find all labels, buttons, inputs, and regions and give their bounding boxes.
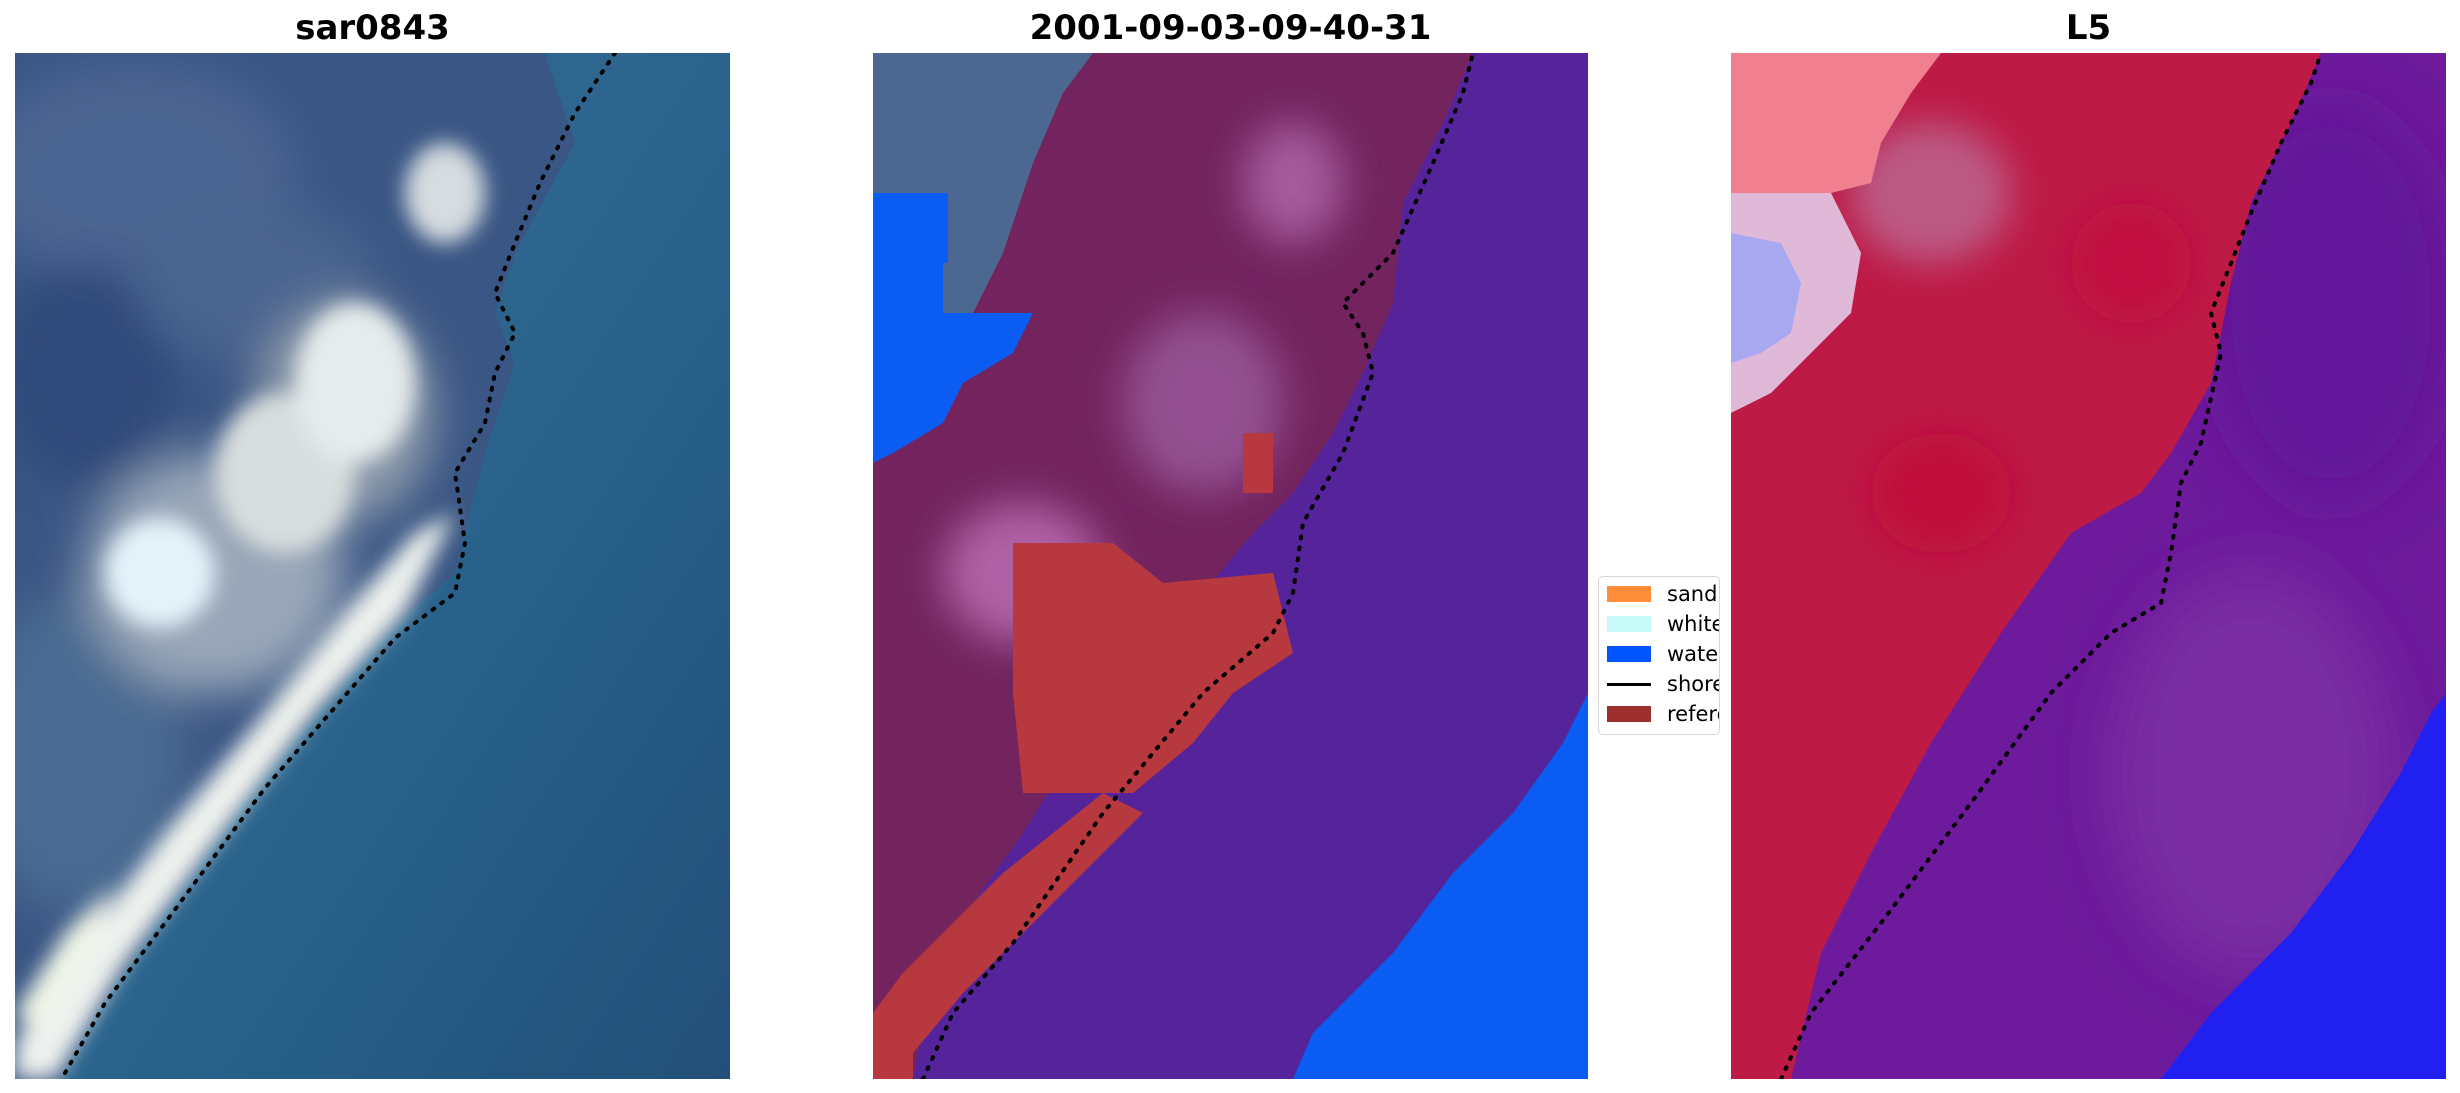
legend-item-whitewater: whitewater	[1607, 609, 1720, 639]
legend-label-reference: reference	[1667, 702, 1719, 726]
panel-title-rgb: sar0843	[295, 8, 450, 48]
legend-label-water: water	[1667, 642, 1719, 666]
panel-title-l5: L5	[2065, 8, 2112, 48]
rgb-image-panel	[15, 53, 730, 1079]
sand-swatch	[1607, 586, 1651, 602]
classification-panel	[873, 53, 1588, 1079]
legend-label-whitewater: whitewater	[1667, 612, 1720, 636]
rgb-image	[15, 53, 730, 1079]
classification-image	[873, 53, 1588, 1079]
legend-item-water: water	[1607, 639, 1719, 669]
legend-item-shoreline: shoreline	[1607, 669, 1719, 699]
reference-swatch	[1607, 706, 1651, 722]
water-swatch	[1607, 646, 1651, 662]
legend-item-sand: sand	[1607, 579, 1717, 609]
l5-image	[1731, 53, 2446, 1079]
l5-panel	[1731, 53, 2446, 1079]
legend-label-sand: sand	[1667, 582, 1718, 606]
legend: sand whitewater water shoreline referenc…	[1598, 576, 1720, 735]
legend-item-reference: reference	[1607, 699, 1719, 729]
whitewater-swatch	[1607, 616, 1651, 632]
shoreline-swatch	[1607, 682, 1651, 686]
legend-label-shoreline: shoreline	[1667, 672, 1719, 696]
panel-title-date: 2001-09-03-09-40-31	[1029, 8, 1432, 48]
